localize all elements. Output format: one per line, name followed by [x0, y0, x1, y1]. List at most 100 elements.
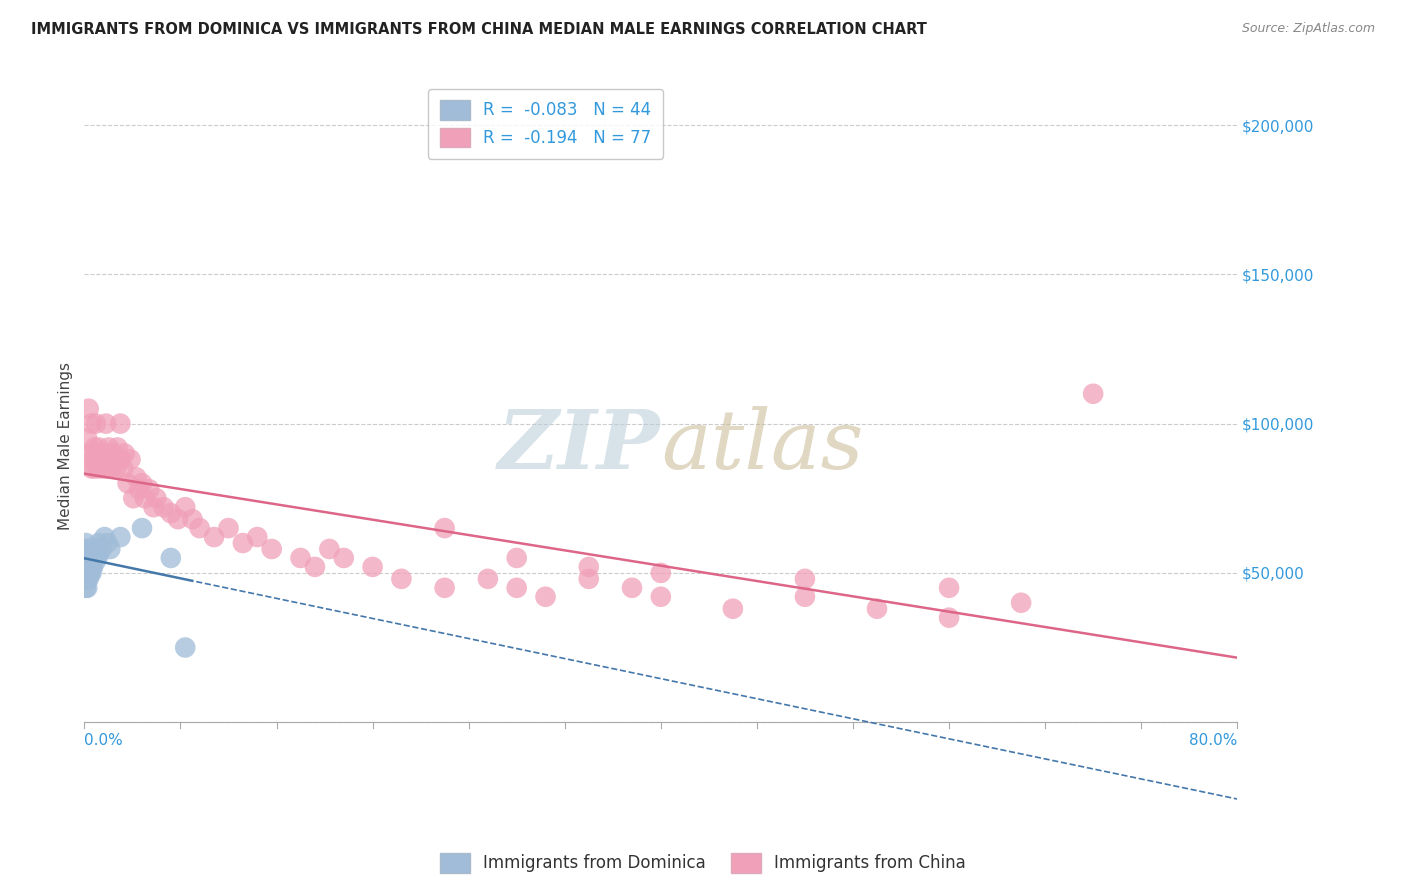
Point — [145, 491, 167, 506]
Point — [506, 581, 529, 595]
Point — [333, 551, 356, 566]
Point — [76, 560, 98, 574]
Point — [938, 581, 960, 595]
Point — [1010, 596, 1032, 610]
Text: atlas: atlas — [661, 406, 863, 486]
Point — [83, 551, 105, 566]
Point — [87, 461, 110, 475]
Text: Source: ZipAtlas.com: Source: ZipAtlas.com — [1241, 22, 1375, 36]
Point — [80, 417, 103, 431]
Point — [100, 461, 122, 475]
Point — [79, 566, 101, 580]
Point — [76, 566, 98, 580]
Point — [433, 581, 456, 595]
Point — [96, 536, 118, 550]
Point — [578, 572, 600, 586]
Point — [83, 441, 105, 455]
Point — [202, 530, 225, 544]
Point — [578, 560, 600, 574]
Point — [93, 446, 115, 460]
Point — [75, 566, 97, 580]
Point — [80, 551, 103, 566]
Text: 0.0%: 0.0% — [84, 733, 124, 748]
Point — [506, 551, 529, 566]
Point — [94, 417, 117, 431]
Text: IMMIGRANTS FROM DOMINICA VS IMMIGRANTS FROM CHINA MEDIAN MALE EARNINGS CORRELATI: IMMIGRANTS FROM DOMINICA VS IMMIGRANTS F… — [31, 22, 927, 37]
Point — [75, 541, 97, 556]
Point — [80, 461, 103, 475]
Point — [128, 483, 150, 497]
Point — [181, 512, 204, 526]
Point — [83, 461, 105, 475]
Point — [80, 560, 103, 574]
Y-axis label: Median Male Earnings: Median Male Earnings — [58, 362, 73, 530]
Point — [391, 572, 413, 586]
Point — [152, 500, 174, 515]
Point — [160, 551, 183, 566]
Point — [77, 566, 100, 580]
Point — [84, 554, 107, 568]
Point — [122, 491, 145, 506]
Point — [84, 446, 107, 460]
Point — [721, 601, 744, 615]
Point — [621, 581, 644, 595]
Point — [125, 470, 148, 484]
Point — [260, 541, 283, 556]
Text: 80.0%: 80.0% — [1189, 733, 1237, 748]
Point — [232, 536, 254, 550]
Point — [76, 581, 98, 595]
Point — [77, 572, 100, 586]
Point — [80, 566, 103, 580]
Point — [174, 500, 197, 515]
Point — [87, 441, 110, 455]
Point — [794, 572, 817, 586]
Point — [77, 401, 100, 416]
Point — [89, 446, 111, 460]
Point — [79, 446, 101, 460]
Point — [94, 452, 117, 467]
Point — [86, 452, 108, 467]
Point — [131, 476, 153, 491]
Point — [75, 581, 97, 595]
Legend: Immigrants from Dominica, Immigrants from China: Immigrants from Dominica, Immigrants fro… — [433, 847, 973, 880]
Point — [114, 446, 136, 460]
Point — [87, 536, 110, 550]
Point — [76, 572, 98, 586]
Point — [82, 551, 104, 566]
Point — [110, 417, 132, 431]
Point — [79, 551, 101, 566]
Point — [794, 590, 817, 604]
Point — [104, 452, 127, 467]
Point — [433, 521, 456, 535]
Point — [97, 441, 120, 455]
Point — [131, 521, 153, 535]
Point — [134, 491, 156, 506]
Point — [84, 417, 107, 431]
Point — [77, 541, 100, 556]
Point — [84, 545, 107, 559]
Point — [76, 541, 98, 556]
Point — [90, 541, 112, 556]
Point — [138, 483, 160, 497]
Point — [174, 640, 197, 655]
Point — [86, 548, 108, 562]
Point — [866, 601, 889, 615]
Legend: R =  -0.083   N = 44, R =  -0.194   N = 77: R = -0.083 N = 44, R = -0.194 N = 77 — [429, 88, 662, 159]
Point — [82, 541, 104, 556]
Point — [75, 536, 97, 550]
Point — [79, 560, 101, 574]
Point — [650, 566, 672, 580]
Point — [117, 476, 139, 491]
Point — [160, 506, 183, 520]
Point — [167, 512, 190, 526]
Point — [75, 551, 97, 566]
Point — [77, 560, 100, 574]
Point — [98, 541, 121, 556]
Point — [82, 452, 104, 467]
Point — [188, 521, 211, 535]
Point — [110, 452, 132, 467]
Point — [76, 551, 98, 566]
Point — [112, 461, 135, 475]
Point — [105, 461, 128, 475]
Point — [98, 452, 121, 467]
